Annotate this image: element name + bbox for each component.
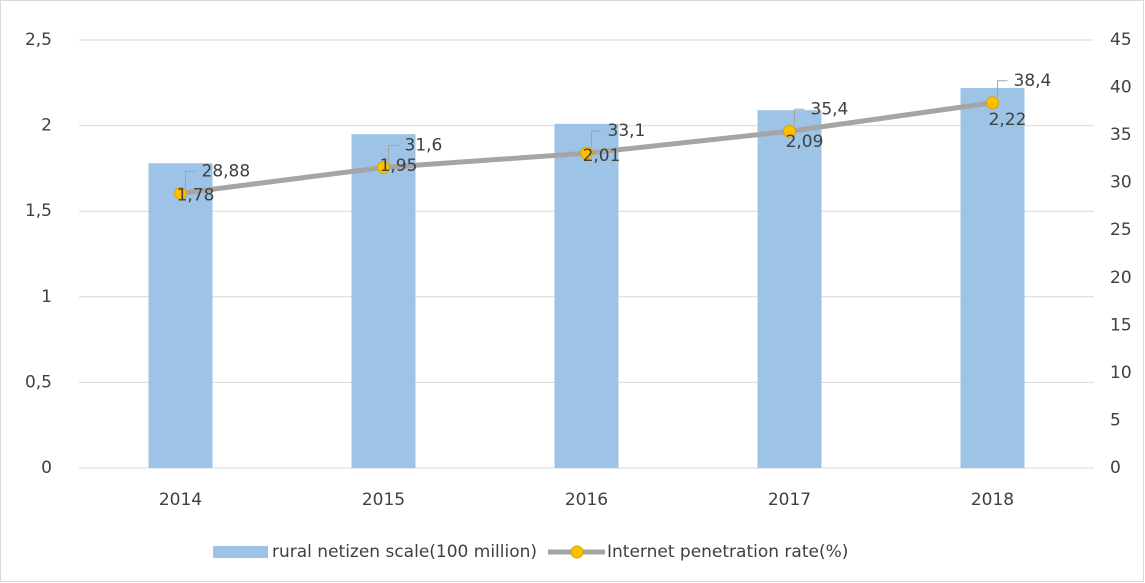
x-tick-label: 2014 (159, 490, 202, 510)
line-value-label: 35,4 (811, 99, 849, 119)
bar (148, 163, 213, 468)
legend-marker (570, 545, 584, 559)
leader-line (388, 144, 399, 163)
y-tick-label: 0 (41, 458, 52, 478)
bar (554, 123, 619, 468)
line-marker (783, 124, 796, 138)
bar-value-label: 1,78 (177, 185, 215, 205)
x-tick-label: 2016 (565, 490, 608, 510)
y2-tick-label: 10 (1110, 363, 1132, 383)
bar-value-label: 2,22 (989, 110, 1027, 130)
y2-tick-label: 30 (1110, 173, 1132, 193)
y2-tick-label: 20 (1110, 268, 1132, 288)
bar (351, 134, 416, 468)
leader-line (591, 130, 602, 149)
leader-line (185, 170, 196, 189)
line-value-label: 28,88 (202, 161, 251, 181)
y2-tick-label: 40 (1110, 78, 1132, 98)
y-tick-label: 1,5 (25, 201, 52, 221)
bar-value-label: 2,01 (583, 146, 621, 166)
line-marker (986, 96, 999, 110)
x-tick-label: 2018 (971, 490, 1014, 510)
y-tick-label: 1 (41, 287, 52, 307)
legend-label: Internet penetration rate(%) (607, 542, 848, 562)
y2-tick-label: 5 (1110, 410, 1121, 430)
leader-line (997, 80, 1008, 98)
line-value-label: 33,1 (608, 121, 646, 141)
y2-tick-label: 15 (1110, 315, 1132, 335)
bar-value-label: 2,09 (786, 132, 824, 152)
y-tick-label: 2 (41, 116, 52, 136)
line-marker (377, 160, 390, 174)
x-tick-label: 2017 (768, 490, 811, 510)
y-tick-label: 0,5 (25, 372, 52, 392)
leader-line (794, 108, 805, 127)
y2-tick-label: 25 (1110, 220, 1132, 240)
line-value-label: 38,4 (1014, 71, 1052, 91)
line-value-label: 31,6 (405, 135, 443, 155)
y2-tick-label: 45 (1110, 30, 1132, 50)
y-tick-label: 2,5 (25, 30, 52, 50)
x-tick-label: 2015 (362, 490, 405, 510)
bar (757, 110, 822, 468)
legend-swatch (213, 546, 268, 558)
line-marker (174, 186, 187, 200)
legend-label: rural netizen scale(100 million) (272, 542, 537, 562)
line-marker (580, 146, 593, 160)
bar (960, 87, 1025, 468)
y2-tick-label: 35 (1110, 125, 1132, 145)
y2-tick-label: 0 (1110, 458, 1121, 478)
bar-value-label: 1,95 (380, 156, 418, 176)
